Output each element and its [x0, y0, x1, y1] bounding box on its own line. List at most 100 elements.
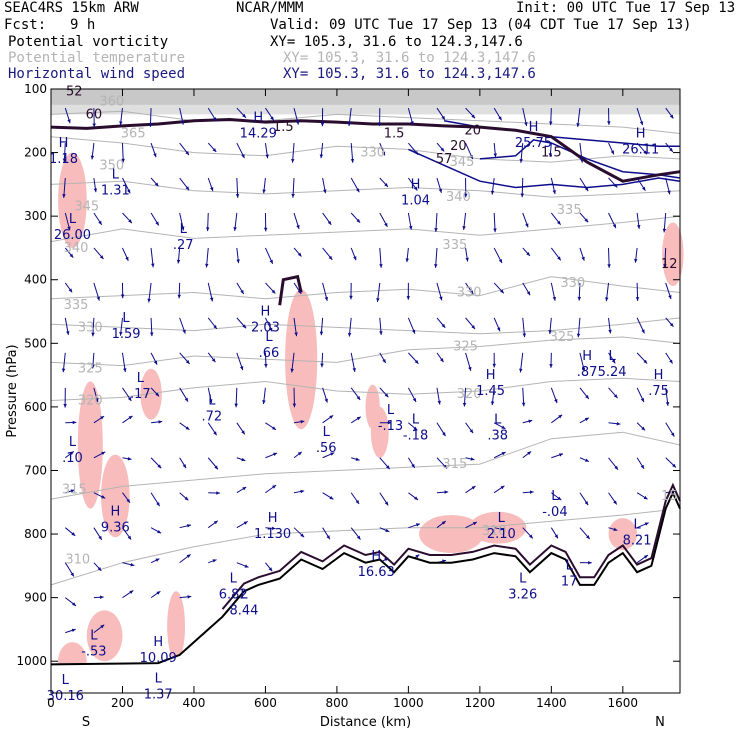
wind-vector-head — [439, 296, 443, 301]
pv-extremum-marker: H — [411, 177, 421, 192]
pv-extremum-marker: L — [412, 413, 420, 428]
wind-vector-arrow — [322, 387, 328, 403]
wind-vector-arrow — [236, 457, 246, 462]
pv-shade-region-10 — [167, 591, 186, 662]
wind-vector-head — [524, 122, 528, 126]
pv-extremum-value: 26.11 — [622, 142, 659, 157]
pv-extremum-value: 1.37 — [144, 687, 173, 702]
wind-vector-arrow — [121, 352, 127, 373]
wind-vector-head — [415, 554, 420, 559]
wind-vector-arrow — [379, 212, 388, 228]
wind-vector-arrow — [577, 282, 582, 301]
stratosphere-shading-light — [51, 104, 680, 115]
wind-vector-head — [347, 332, 352, 337]
wind-vector-head — [641, 426, 646, 431]
wind-vector-arrow — [579, 492, 589, 506]
wind-vector-arrow — [207, 107, 217, 122]
wind-vector-arrow — [465, 485, 476, 494]
wind-vector-head — [242, 113, 246, 118]
pv-extremum-value: -.18 — [403, 429, 428, 444]
wind-vector-arrow — [262, 177, 266, 194]
wind-vector-head — [552, 190, 556, 195]
wind-vector-arrow — [179, 422, 190, 431]
wind-vector-arrow — [436, 352, 444, 363]
wind-vector-arrow — [122, 457, 132, 461]
theta-label: 340 — [446, 190, 471, 205]
wind-vector-head — [405, 258, 409, 263]
wind-vector-head — [499, 527, 504, 531]
wind-vector-head — [295, 120, 300, 125]
wind-vector-head — [320, 363, 324, 368]
wind-vector-head — [212, 559, 217, 563]
wind-vector-arrow — [350, 492, 360, 505]
wind-vector-arrow — [293, 107, 300, 125]
wind-vector-head — [241, 154, 245, 159]
wind-vector-head — [471, 486, 476, 490]
wind-vector-head — [668, 295, 672, 300]
wind-vector-arrow — [549, 352, 553, 368]
theta-contour-4 — [50, 276, 681, 300]
wind-vector-head — [641, 329, 645, 334]
wind-vector-head — [526, 252, 530, 256]
wind-vector-arrow — [122, 590, 134, 599]
wind-vector-arrow — [236, 142, 245, 159]
wind-vector-arrow — [61, 352, 66, 373]
wind-vector-arrow — [122, 387, 132, 402]
wind-vector-arrow — [379, 142, 386, 156]
wind-vector-arrow — [265, 526, 276, 531]
wind-vector-head — [522, 333, 527, 338]
wind-vector-head — [127, 396, 132, 401]
theta-label: 325 — [453, 339, 478, 354]
wind-vector-arrow — [665, 107, 674, 119]
wind-vector-arrow — [291, 177, 295, 198]
wind-vector-head — [549, 121, 553, 126]
wind-vector-arrow — [408, 492, 419, 501]
wind-vector-head — [296, 224, 300, 229]
theta-contour-5 — [50, 317, 681, 335]
wind-vector-head — [241, 457, 246, 462]
pv-extremum-marker: H — [261, 304, 271, 319]
pv-contour-label: 57 — [436, 152, 453, 167]
wind-vector-head — [62, 158, 67, 163]
pv-extremum-value: .87 — [577, 365, 598, 380]
wind-vector-head — [577, 296, 582, 301]
wind-vector-arrow — [64, 282, 73, 293]
pv-contour-label: 52 — [66, 85, 83, 100]
wind-vector-head — [326, 535, 330, 540]
pv-extremum-value: 1.04 — [401, 193, 430, 208]
theta-contour-6 — [50, 336, 681, 367]
wind-speed-contour-2 — [408, 148, 681, 189]
wind-vector-arrow — [494, 527, 504, 531]
wind-vector-head — [319, 331, 324, 336]
wind-vector-arrow — [379, 352, 387, 364]
wind-vector-arrow — [236, 282, 245, 295]
wind-vector-head — [576, 333, 581, 338]
wind-vector-head — [498, 116, 502, 121]
wind-vector-head — [90, 155, 95, 160]
pv-contour-label: 1.5 — [273, 120, 294, 135]
wind-vector-head — [526, 291, 531, 296]
wind-vector-head — [520, 193, 525, 198]
wind-vector-head — [153, 153, 157, 158]
wind-vector-head — [99, 595, 104, 600]
wind-vector-arrow — [150, 457, 162, 469]
wind-vector-head — [469, 155, 473, 160]
wind-vector-arrow — [551, 492, 562, 501]
wind-vector-head — [385, 528, 390, 532]
theta-label: 335 — [442, 238, 467, 253]
wind-vector-head — [501, 425, 506, 429]
wind-vector-arrow — [265, 422, 277, 431]
wind-vector-arrow — [265, 484, 277, 494]
wind-vector-head — [414, 150, 419, 155]
wind-vector-arrow — [605, 282, 610, 302]
pv-contour-label: 20 — [464, 123, 481, 138]
wind-vector-arrow — [179, 595, 192, 599]
wind-vector-arrow — [576, 108, 581, 127]
x-tick-label: 0 — [47, 696, 55, 710]
wind-vector-arrow — [179, 457, 187, 469]
wind-vector-arrow — [579, 387, 590, 400]
wind-vector-head — [442, 432, 446, 437]
wind-vector-head — [377, 122, 382, 127]
pv-extremum-marker: L — [137, 371, 145, 386]
wind-vector-arrow — [522, 247, 531, 257]
